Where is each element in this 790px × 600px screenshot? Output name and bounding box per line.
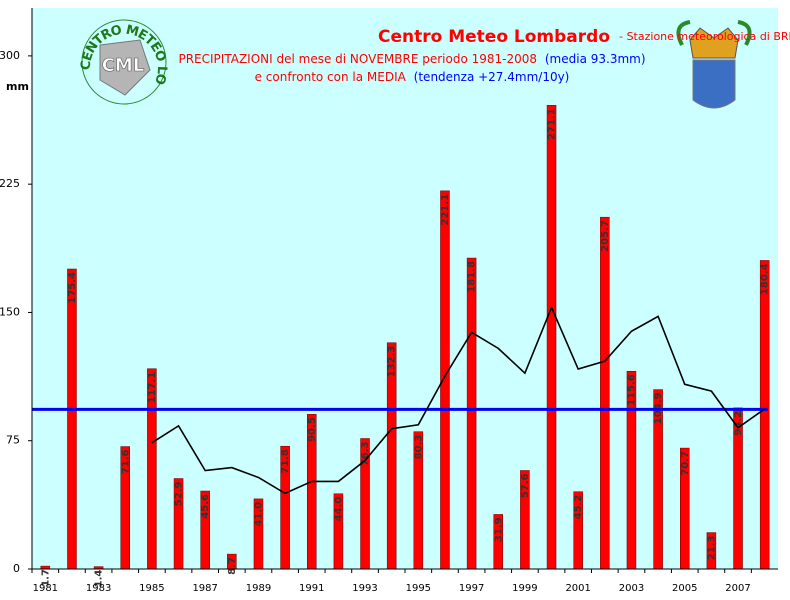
x-tick-label: 2007 [725,583,750,594]
x-tick-label: 1981 [33,583,58,594]
bar [546,105,557,570]
bar [67,268,77,570]
bar [440,190,450,570]
data-label: 221.1 [440,194,451,226]
subtitle-note: (tendenza +27.4mm/10y) [414,70,570,84]
crest [676,20,752,109]
bar [759,260,770,570]
data-label: 8.7 [227,557,238,575]
x-tick-label: 1987 [192,583,217,594]
plot-area [32,8,778,569]
data-label: 71.8 [280,449,291,474]
data-label: 31.9 [493,517,504,542]
crest-shield [692,59,736,109]
crest-leaves [676,20,752,46]
logo-ring [81,19,167,105]
subtitle-line: PRECIPITAZIONI del mese di NOVEMBRE peri… [178,52,645,66]
title-suffix: - Stazione meteorologica di BRESCIA-Ronc… [619,30,790,43]
x-tick-label: 1989 [246,583,271,594]
data-label: 271.1 [547,108,558,140]
logo-map [99,39,151,96]
data-label: 117.1 [147,372,158,404]
bar [466,257,477,570]
data-label: 44.0 [333,497,344,522]
y-tick-label: 0 [13,562,20,575]
y-axis-label: mm [6,80,29,93]
data-label: 1.7 [40,569,51,587]
x-tick-label: 2005 [672,583,697,594]
data-label: 181.8 [467,261,478,293]
data-label: 94.2 [733,411,744,436]
data-label: 180.4 [760,263,771,295]
data-label: 115.6 [626,374,637,406]
data-label: 21.3 [706,536,717,561]
data-label: 45.6 [200,494,211,519]
x-tick-label: 1995 [406,583,431,594]
data-label: 132.3 [387,346,398,378]
x-tick-label: 2003 [619,583,644,594]
data-label: 71.6 [120,450,131,475]
x-tick-label: 1985 [139,583,164,594]
data-label: 41.0 [253,502,264,527]
data-label: 57.6 [520,473,531,498]
data-label: 45.2 [573,495,584,520]
x-tick-label: 1983 [86,583,111,594]
data-label: 1.4 [94,570,105,588]
chart-title: Centro Meteo Lombardo [378,27,610,47]
logo-text: CML [102,55,145,76]
title-line: Centro Meteo Lombardo - Stazione meteoro… [378,27,790,48]
data-label: 70.7 [680,451,691,476]
y-tick-label: 150 [0,305,20,318]
subtitle-note: (media 93.3mm) [545,52,646,66]
y-tick-label: 300 [0,49,20,62]
x-tick-label: 1991 [299,583,324,594]
subtitle: PRECIPITAZIONI del mese di NOVEMBRE peri… [178,52,537,66]
subtitle: e confronto con la MEDIA [255,70,407,84]
y-tick-label: 75 [6,434,20,447]
data-label: 205.7 [600,220,611,252]
data-label: 52.9 [174,481,185,506]
data-label: 90.5 [307,417,318,442]
crest-crown [689,27,739,59]
data-label: 80.3 [413,435,424,460]
data-label: 76.3 [360,441,371,466]
x-tick-label: 1997 [459,583,484,594]
x-tick-label: 2001 [565,583,590,594]
subtitle-line: e confronto con la MEDIA (tendenza +27.4… [255,70,570,84]
x-tick-label: 1993 [352,583,377,594]
bar [600,216,610,570]
y-tick-label: 225 [0,177,20,190]
x-tick-label: 1999 [512,583,537,594]
moving-average-line [151,305,766,495]
data-label: 175.4 [67,272,78,304]
